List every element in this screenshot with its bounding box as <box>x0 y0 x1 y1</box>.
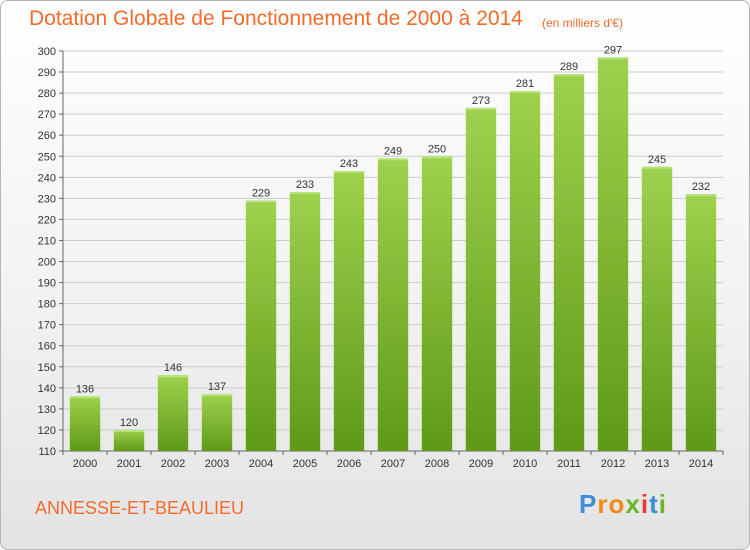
y-tick-label: 290 <box>38 67 56 79</box>
bar-highlight <box>421 156 453 159</box>
bar-2004 <box>245 200 277 451</box>
bar-2010 <box>509 91 541 451</box>
logo-letter: r <box>597 489 609 519</box>
data-label-2003: 137 <box>208 381 226 393</box>
y-tick-label: 140 <box>38 383 56 395</box>
x-tick-label-2003: 2003 <box>205 458 229 470</box>
y-tick-label: 120 <box>38 425 56 437</box>
bar-2005 <box>289 192 321 452</box>
y-tick-label: 160 <box>38 341 56 353</box>
x-tick-label-2000: 2000 <box>73 458 97 470</box>
data-label-2004: 229 <box>252 187 270 199</box>
x-tick-label-2011: 2011 <box>557 458 581 470</box>
bar-2006 <box>333 171 365 451</box>
bar-highlight <box>685 194 717 197</box>
bar-highlight <box>597 57 629 60</box>
bar-highlight <box>201 394 233 397</box>
bar-highlight <box>465 107 497 110</box>
y-tick-label: 130 <box>38 404 56 416</box>
data-label-2011: 289 <box>560 61 578 73</box>
x-tick-label-2006: 2006 <box>337 458 361 470</box>
x-tick-label-2001: 2001 <box>117 458 141 470</box>
data-label-2014: 232 <box>692 181 710 193</box>
y-tick-label: 170 <box>38 320 56 332</box>
data-label-2001: 120 <box>120 417 138 429</box>
bar-highlight <box>289 192 321 195</box>
bar-2003 <box>201 394 233 451</box>
x-tick-label-2012: 2012 <box>601 458 625 470</box>
data-label-2002: 146 <box>164 362 182 374</box>
x-tick-label-2010: 2010 <box>513 458 537 470</box>
chart-subtitle: (en milliers d'€) <box>542 16 623 30</box>
x-tick-label-2007: 2007 <box>381 458 405 470</box>
chart-title: Dotation Globale de Fonctionnement de 20… <box>29 7 523 30</box>
bar-highlight <box>245 200 277 203</box>
logo-letter: t <box>649 489 659 519</box>
data-label-2010: 281 <box>516 78 534 90</box>
bar-2008 <box>421 156 453 451</box>
data-label-2009: 273 <box>472 95 490 107</box>
data-label-2013: 245 <box>648 154 666 166</box>
y-tick-label: 250 <box>38 151 56 163</box>
x-tick-label-2008: 2008 <box>425 458 449 470</box>
bar-2002 <box>157 375 189 451</box>
bar-highlight <box>157 375 189 378</box>
y-tick-label: 180 <box>38 299 56 311</box>
logo-letter: i <box>640 489 650 519</box>
data-label-2007: 249 <box>384 145 402 157</box>
logo-letter: x <box>625 489 641 519</box>
commune-name: ANNESSE-ET-BEAULIEU <box>35 498 245 518</box>
x-tick-label-2013: 2013 <box>645 458 669 470</box>
proxiti-logo: Proxiti <box>579 489 667 520</box>
y-tick-label: 260 <box>38 130 56 142</box>
y-tick-label: 280 <box>38 88 56 100</box>
x-tick-label-2014: 2014 <box>689 458 713 470</box>
bar-highlight <box>509 91 541 93</box>
data-label-2005: 233 <box>296 179 314 191</box>
data-labels: 136 120 146 137 229 233 243 249 250 273 281 289 297 2… <box>76 44 710 429</box>
bar-2009 <box>465 107 497 451</box>
x-tick-label-2009: 2009 <box>469 458 493 470</box>
bar-highlight <box>641 166 673 169</box>
data-label-2000: 136 <box>76 383 94 395</box>
bar-2000 <box>69 396 101 451</box>
logo-letter: o <box>608 489 626 519</box>
x-tick-label-2002: 2002 <box>161 458 185 470</box>
x-tick-label-2005: 2005 <box>293 458 317 470</box>
x-tick-label-2004: 2004 <box>249 458 273 470</box>
bars <box>69 57 717 452</box>
y-tick-label: 150 <box>38 362 56 374</box>
bar-2012 <box>597 57 629 451</box>
bar-2013 <box>641 166 673 451</box>
y-tick-label: 110 <box>38 446 56 458</box>
bar-2001 <box>113 429 145 451</box>
bar-2014 <box>685 194 717 451</box>
bar-2011 <box>553 74 585 451</box>
bar-highlight <box>69 396 101 399</box>
bar-highlight <box>553 74 585 77</box>
y-tick-label: 270 <box>38 109 56 121</box>
bar-highlight <box>333 171 365 173</box>
bar-highlight <box>113 429 145 432</box>
data-label-2006: 243 <box>340 158 358 170</box>
y-tick-label: 300 <box>38 46 56 58</box>
y-tick-label: 220 <box>38 214 56 226</box>
logo-letter: P <box>579 489 598 519</box>
bar-highlight <box>377 158 409 161</box>
y-tick-label: 230 <box>38 193 56 205</box>
y-tick-label: 210 <box>38 235 56 247</box>
y-tick-label: 190 <box>38 278 56 290</box>
bar-2007 <box>377 158 409 452</box>
y-tick-label: 200 <box>38 257 56 269</box>
logo-letter: i <box>658 489 667 519</box>
data-label-2008: 250 <box>428 143 446 155</box>
y-tick-label: 240 <box>38 172 56 184</box>
data-label-2012: 297 <box>604 44 622 56</box>
